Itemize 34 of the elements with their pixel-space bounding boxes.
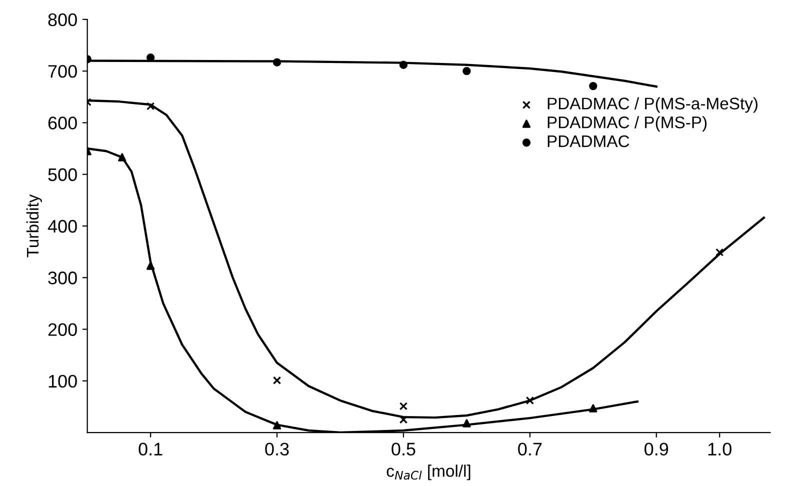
y-tick-label: 700	[48, 65, 77, 78]
point	[272, 58, 282, 66]
x-tick-label: 0.3	[265, 442, 289, 456]
point	[462, 419, 471, 428]
point	[272, 421, 282, 430]
point	[272, 376, 282, 384]
x-tick-label: 1.0	[708, 442, 732, 456]
point	[399, 60, 408, 69]
point	[716, 248, 724, 256]
y-tick-label: 400	[48, 220, 77, 233]
y-axis-title: Turbidity	[26, 194, 42, 258]
x-tick-label: 0.5	[392, 442, 416, 456]
point	[589, 82, 598, 90]
legend-label: PDADMAC	[548, 135, 630, 148]
y-tick-label: 600	[48, 116, 77, 130]
y-tick-label: 100	[48, 374, 77, 388]
y-tick-label: 200	[48, 323, 77, 336]
x-tick-label: 0.9	[644, 442, 668, 456]
point	[146, 102, 155, 110]
x-tick-label: 0.7	[518, 442, 542, 456]
y-tick-label: 800	[48, 13, 77, 26]
point	[399, 416, 408, 424]
x-tick-label: 0.1	[138, 442, 162, 456]
legend-label: PDADMAC / P(MS-P)	[548, 116, 707, 132]
x-axis-title: c$_{NaCl}$ [mol/l]	[386, 464, 470, 480]
point	[118, 153, 126, 162]
y-tick-label: 500	[48, 168, 77, 182]
point	[146, 262, 155, 270]
y-tick-label: 300	[48, 272, 77, 284]
point	[462, 66, 471, 76]
point	[589, 404, 598, 412]
point	[526, 396, 534, 405]
point	[399, 402, 408, 410]
legend-label: PDADMAC / P(MS-a-MeSty)	[548, 97, 758, 113]
